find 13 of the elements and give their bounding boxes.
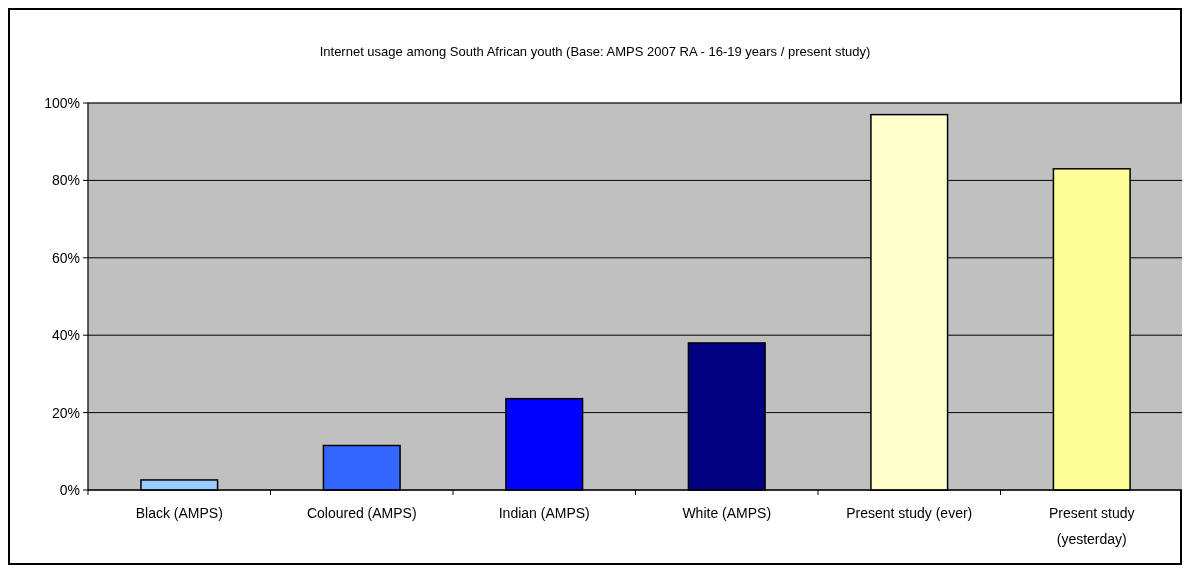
x-tick-label: Indian (AMPS) <box>498 505 590 521</box>
x-tick-label: Coloured (AMPS) <box>306 505 417 521</box>
chart-title: Internet usage among South African youth (Base: AMPS 2007 RA - 16-19 years / present study) <box>319 44 871 59</box>
y-tick-label: 20% <box>51 404 80 421</box>
x-tick-label: Present study (yesterday) <box>1048 505 1135 547</box>
y-tick-label: 40% <box>51 327 80 344</box>
y-tick-label: 100% <box>44 94 80 111</box>
x-tick-label: White (AMPS) <box>682 505 772 521</box>
y-tick-label: 80% <box>51 172 80 189</box>
y-tick-label: 60% <box>51 249 80 266</box>
y-tick-label: 0% <box>59 481 80 498</box>
x-tick-label: Black (AMPS) <box>135 505 223 521</box>
x-tick-label: Present study (ever) <box>846 505 973 521</box>
